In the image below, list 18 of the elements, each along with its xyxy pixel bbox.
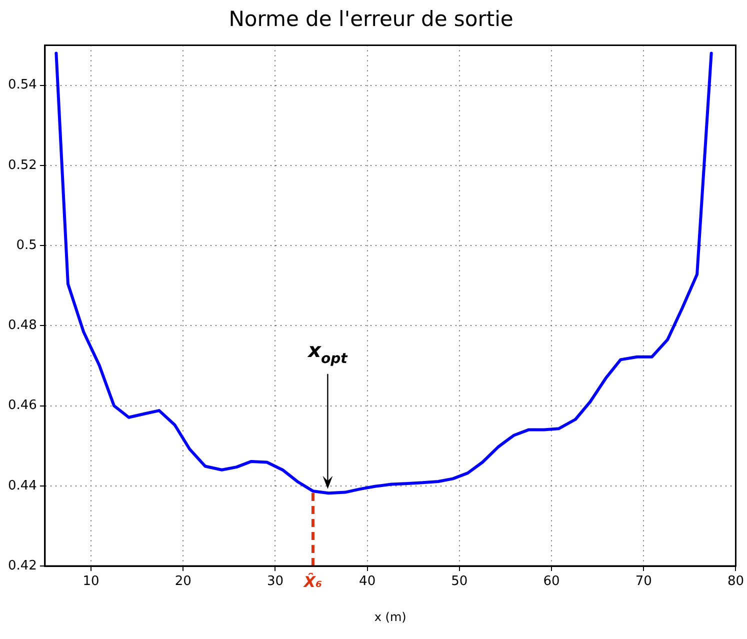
y-tick-label: 0.44 [8,478,37,494]
x-tick-label: 30 [266,574,284,590]
ref-line-label: X̂₆ [302,572,322,591]
y-tick-label: 0.5 [16,238,37,253]
x-axis-title: x (m) [374,610,406,624]
y-tick-label: 0.52 [8,158,37,173]
y-tick-label: 0.46 [8,398,37,414]
x-tick-label: 80 [727,574,744,590]
x-tick-label: 60 [543,574,560,590]
x-tick-label: 50 [451,574,468,590]
chart-title: Norme de l'erreur de sortie [228,7,514,32]
y-tick-label: 0.48 [8,318,37,334]
x-tick-label: 20 [174,574,192,590]
x-tick-label: 10 [82,574,100,590]
x-tick-label: 40 [359,574,376,590]
y-tick-label: 0.54 [8,78,37,93]
y-tick-label: 0.42 [8,558,37,574]
x-tick-label: 70 [635,574,652,590]
